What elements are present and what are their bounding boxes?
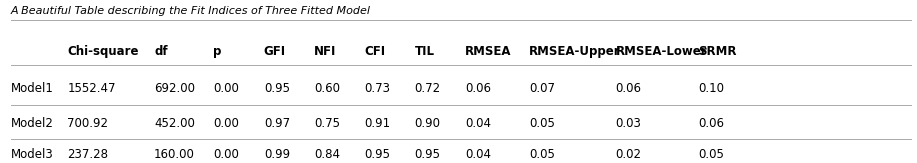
Text: 0.95: 0.95 <box>414 148 440 161</box>
Text: Model1: Model1 <box>10 82 53 95</box>
Text: RMSEA: RMSEA <box>465 45 512 58</box>
Text: 0.06: 0.06 <box>698 117 724 130</box>
Text: 0.07: 0.07 <box>529 82 555 95</box>
Text: 0.95: 0.95 <box>264 82 290 95</box>
Text: 0.06: 0.06 <box>615 82 642 95</box>
Text: 0.02: 0.02 <box>615 148 642 161</box>
Text: Model3: Model3 <box>10 148 53 161</box>
Text: 692.00: 692.00 <box>154 82 195 95</box>
Text: 700.92: 700.92 <box>67 117 108 130</box>
Text: RMSEA-Lower: RMSEA-Lower <box>615 45 707 58</box>
Text: 237.28: 237.28 <box>67 148 108 161</box>
Text: 0.03: 0.03 <box>615 117 642 130</box>
Text: 0.91: 0.91 <box>364 117 391 130</box>
Text: 1552.47: 1552.47 <box>67 82 116 95</box>
Text: 0.75: 0.75 <box>314 117 340 130</box>
Text: 0.95: 0.95 <box>364 148 391 161</box>
Text: 0.05: 0.05 <box>529 148 555 161</box>
Text: 0.72: 0.72 <box>414 82 441 95</box>
Text: A Beautiful Table describing the Fit Indices of Three Fitted Model: A Beautiful Table describing the Fit Ind… <box>10 6 370 16</box>
Text: 0.06: 0.06 <box>465 82 491 95</box>
Text: 0.05: 0.05 <box>698 148 724 161</box>
Text: 0.10: 0.10 <box>698 82 724 95</box>
Text: 0.97: 0.97 <box>264 117 290 130</box>
Text: Model2: Model2 <box>10 117 53 130</box>
Text: 0.00: 0.00 <box>214 82 239 95</box>
Text: TIL: TIL <box>414 45 435 58</box>
Text: SRMR: SRMR <box>698 45 736 58</box>
Text: 0.04: 0.04 <box>465 117 491 130</box>
Text: 0.04: 0.04 <box>465 148 491 161</box>
Text: 160.00: 160.00 <box>154 148 195 161</box>
Text: 0.99: 0.99 <box>264 148 290 161</box>
Text: 0.05: 0.05 <box>529 117 555 130</box>
Text: 452.00: 452.00 <box>154 117 195 130</box>
Text: Chi-square: Chi-square <box>67 45 138 58</box>
Text: RMSEA-Upper: RMSEA-Upper <box>529 45 621 58</box>
Text: p: p <box>214 45 222 58</box>
Text: GFI: GFI <box>264 45 286 58</box>
Text: NFI: NFI <box>314 45 337 58</box>
Text: 0.84: 0.84 <box>314 148 340 161</box>
Text: df: df <box>154 45 168 58</box>
Text: 0.00: 0.00 <box>214 117 239 130</box>
Text: 0.90: 0.90 <box>414 117 440 130</box>
Text: CFI: CFI <box>364 45 385 58</box>
Text: 0.73: 0.73 <box>364 82 391 95</box>
Text: 0.00: 0.00 <box>214 148 239 161</box>
Text: 0.60: 0.60 <box>314 82 340 95</box>
